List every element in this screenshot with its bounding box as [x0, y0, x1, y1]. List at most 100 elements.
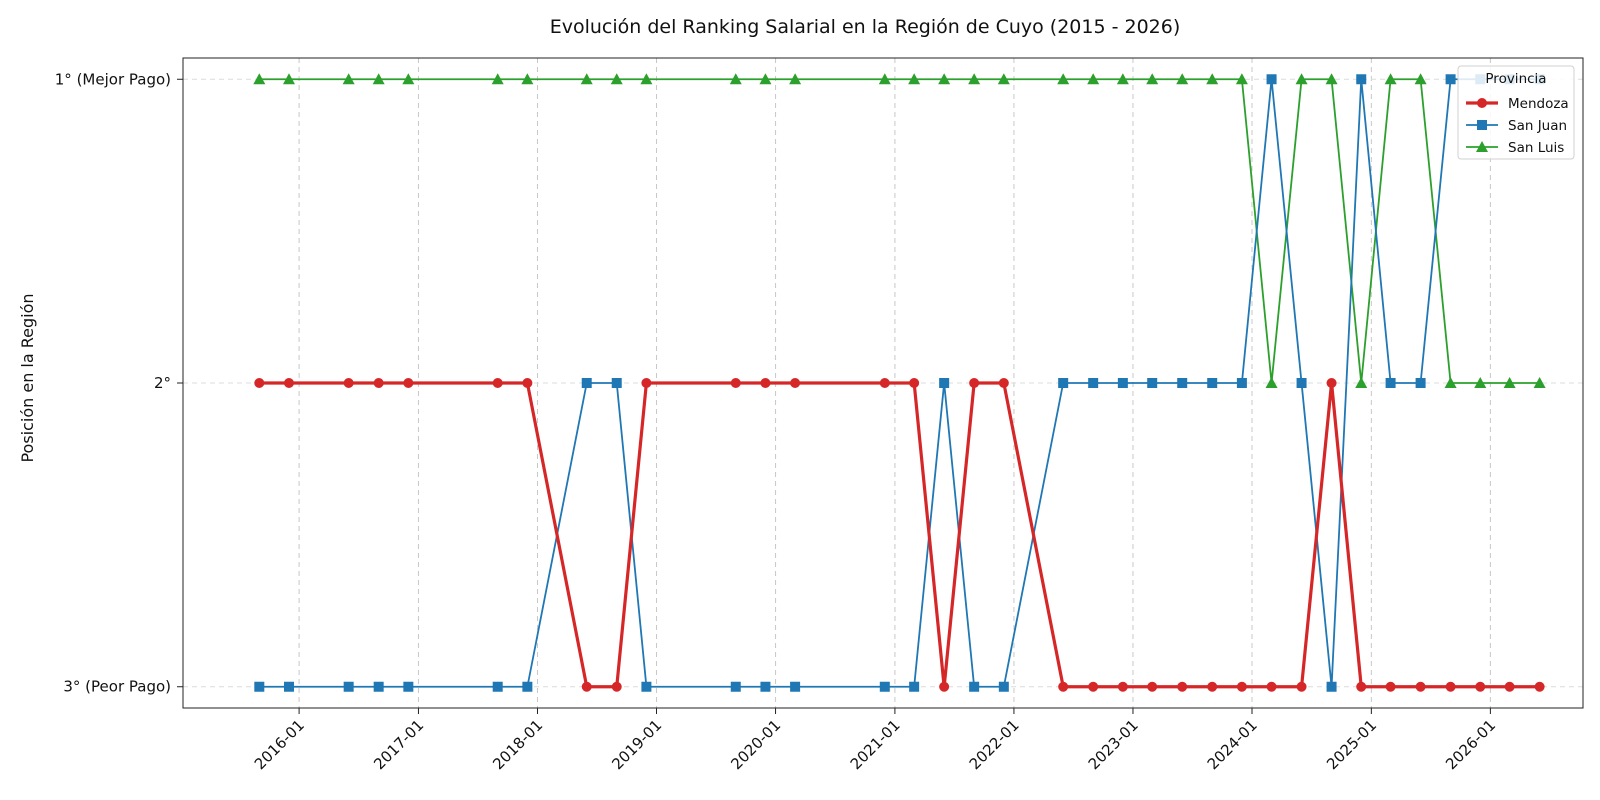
legend-label-san-luis: San Luis — [1508, 140, 1564, 156]
y-tick-label: 2° — [154, 374, 171, 392]
data-point-san-luis — [1414, 73, 1427, 85]
data-point-san-luis — [1057, 73, 1070, 85]
data-point-san-juan — [1266, 74, 1277, 85]
data-point-san-luis — [729, 73, 742, 85]
data-point-san-luis — [938, 73, 951, 85]
data-point-san-luis — [342, 73, 355, 85]
data-point-san-luis — [580, 73, 593, 85]
x-tick-label: 2018-01 — [489, 716, 546, 773]
data-point-san-juan — [641, 681, 652, 692]
data-point-san-luis — [1206, 73, 1219, 85]
series-mendoza — [254, 378, 1545, 692]
data-point-mendoza — [790, 378, 801, 388]
data-point-san-luis — [908, 73, 921, 85]
x-tick-label: 2021-01 — [847, 716, 904, 773]
data-point-san-juan — [790, 681, 801, 692]
data-point-san-luis — [1384, 73, 1397, 85]
data-point-san-luis — [1087, 73, 1100, 85]
data-point-mendoza — [879, 378, 890, 388]
data-point-san-luis — [402, 73, 415, 85]
data-point-san-luis — [1444, 377, 1457, 388]
data-point-san-juan — [969, 681, 980, 692]
data-point-san-juan — [1117, 378, 1128, 388]
legend-item-san-juan: San Juan — [1466, 118, 1567, 134]
series-layer — [253, 73, 1546, 692]
series-san-juan — [254, 74, 1545, 692]
data-point-san-luis — [1235, 73, 1248, 85]
data-point-san-luis — [282, 73, 295, 85]
data-point-san-luis — [1533, 377, 1546, 388]
data-point-san-luis — [1116, 73, 1129, 85]
data-point-san-juan — [1058, 378, 1069, 388]
data-point-san-luis — [1176, 73, 1189, 85]
data-point-mendoza — [492, 378, 503, 388]
data-point-san-luis — [1325, 73, 1338, 85]
data-point-mendoza — [1356, 681, 1367, 692]
data-point-san-juan — [343, 681, 354, 692]
legend-box — [1457, 65, 1575, 160]
data-point-mendoza — [939, 681, 950, 692]
data-point-mendoza — [1445, 681, 1456, 692]
data-point-san-luis — [253, 73, 266, 85]
data-point-san-luis — [1265, 377, 1278, 388]
data-point-mendoza — [969, 378, 980, 388]
data-point-mendoza — [1475, 681, 1486, 692]
legend-marker-mendoza — [1477, 98, 1487, 108]
data-point-san-luis — [759, 73, 772, 85]
data-point-mendoza — [1058, 681, 1069, 692]
data-point-mendoza — [1088, 681, 1099, 692]
data-point-san-juan — [760, 681, 771, 692]
data-point-san-juan — [1385, 378, 1396, 388]
data-point-mendoza — [611, 681, 622, 692]
data-point-mendoza — [641, 378, 652, 388]
data-point-mendoza — [1236, 681, 1247, 692]
data-point-mendoza — [403, 378, 414, 388]
data-point-san-luis — [1503, 377, 1516, 388]
data-point-san-luis — [1355, 377, 1368, 388]
y-tick-label: 1° (Mejor Pago) — [55, 70, 171, 88]
legend-title: Provincia — [1485, 71, 1546, 87]
data-point-mendoza — [1385, 681, 1396, 692]
data-point-mendoza — [1296, 681, 1307, 692]
data-point-mendoza — [254, 378, 265, 388]
data-point-san-luis — [640, 73, 653, 85]
series-line-mendoza — [259, 381, 1540, 689]
data-point-mendoza — [1534, 681, 1545, 692]
plot-frame — [182, 57, 1584, 709]
data-point-mendoza — [581, 681, 592, 692]
x-tick-label: 2016-01 — [251, 716, 308, 773]
x-tick-label: 2024-01 — [1204, 716, 1261, 773]
data-point-san-juan — [492, 681, 503, 692]
data-point-san-juan — [611, 378, 622, 388]
data-point-san-juan — [1088, 378, 1099, 388]
data-point-mendoza — [1266, 681, 1277, 692]
data-point-san-juan — [403, 681, 414, 692]
legend-label-mendoza: Mendoza — [1508, 96, 1569, 112]
data-point-san-juan — [1445, 74, 1456, 85]
chart-title: Evolución del Ranking Salarial en la Reg… — [550, 16, 1181, 38]
data-point-mendoza — [1326, 378, 1337, 388]
data-point-mendoza — [283, 378, 294, 388]
data-point-mendoza — [1504, 681, 1515, 692]
data-point-san-juan — [1207, 378, 1218, 388]
data-point-san-juan — [1296, 378, 1307, 388]
data-point-san-juan — [909, 681, 920, 692]
data-point-san-luis — [491, 73, 504, 85]
data-point-san-juan — [879, 681, 890, 692]
data-point-san-juan — [1236, 378, 1247, 388]
data-point-san-juan — [1177, 378, 1188, 388]
data-point-mendoza — [1117, 681, 1128, 692]
data-point-mendoza — [998, 378, 1009, 388]
legend-label-san-juan: San Juan — [1508, 118, 1567, 134]
data-point-mendoza — [909, 378, 920, 388]
data-point-mendoza — [1415, 681, 1426, 692]
data-point-san-luis — [521, 73, 534, 85]
x-tick-label: 2022-01 — [966, 716, 1023, 773]
data-point-san-juan — [1147, 378, 1158, 388]
data-point-san-juan — [373, 681, 384, 692]
legend-item-san-luis: San Luis — [1466, 140, 1564, 156]
data-point-san-juan — [522, 681, 533, 692]
legend-marker-san-juan — [1477, 120, 1487, 130]
data-point-san-luis — [878, 73, 891, 85]
